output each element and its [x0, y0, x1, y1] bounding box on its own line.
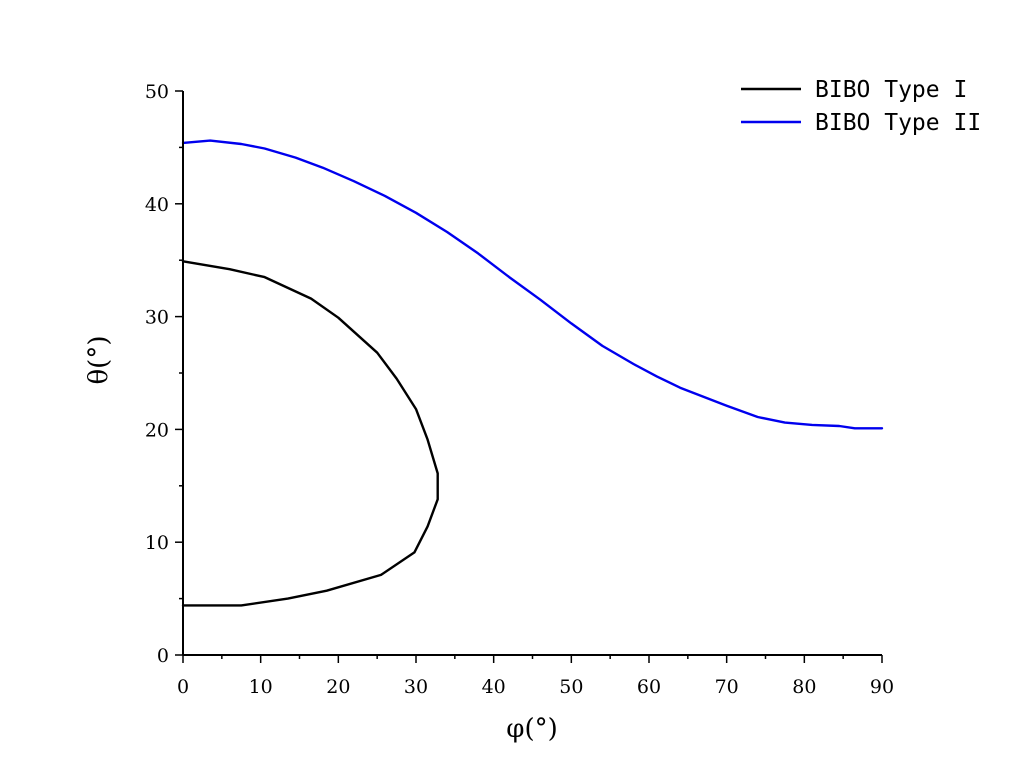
legend: BIBO Type I BIBO Type II: [741, 77, 981, 136]
legend-label-2: BIBO Type II: [815, 110, 981, 136]
y-axis-title: θ(°): [84, 336, 114, 385]
y-tick-label: 10: [145, 532, 169, 554]
x-tick-label: 80: [792, 676, 816, 698]
x-tick-label: 90: [870, 676, 894, 698]
series-line-2: [181, 139, 884, 430]
series-line-1: [181, 260, 439, 607]
x-ticks: 0 10 20 30 40 50 60 70 80 90: [177, 655, 894, 698]
x-tick-label: 10: [249, 676, 273, 698]
y-tick-label: 40: [145, 194, 169, 216]
y-ticks: 0 10 20 30 40 50: [145, 81, 183, 667]
y-tick-label: 0: [157, 645, 169, 667]
axes: [182, 91, 882, 656]
x-tick-label: 70: [715, 676, 739, 698]
x-axis-title: φ(°): [506, 714, 558, 744]
y-tick-label: 20: [145, 419, 169, 441]
plot-lines: [181, 139, 884, 607]
y-tick-label: 50: [145, 81, 169, 103]
x-tick-label: 30: [404, 676, 428, 698]
x-tick-label: 0: [177, 676, 189, 698]
x-tick-label: 50: [559, 676, 583, 698]
x-tick-label: 20: [326, 676, 350, 698]
x-tick-label: 60: [637, 676, 661, 698]
legend-label-1: BIBO Type I: [815, 77, 967, 103]
y-tick-label: 30: [145, 307, 169, 329]
x-tick-label: 40: [482, 676, 506, 698]
